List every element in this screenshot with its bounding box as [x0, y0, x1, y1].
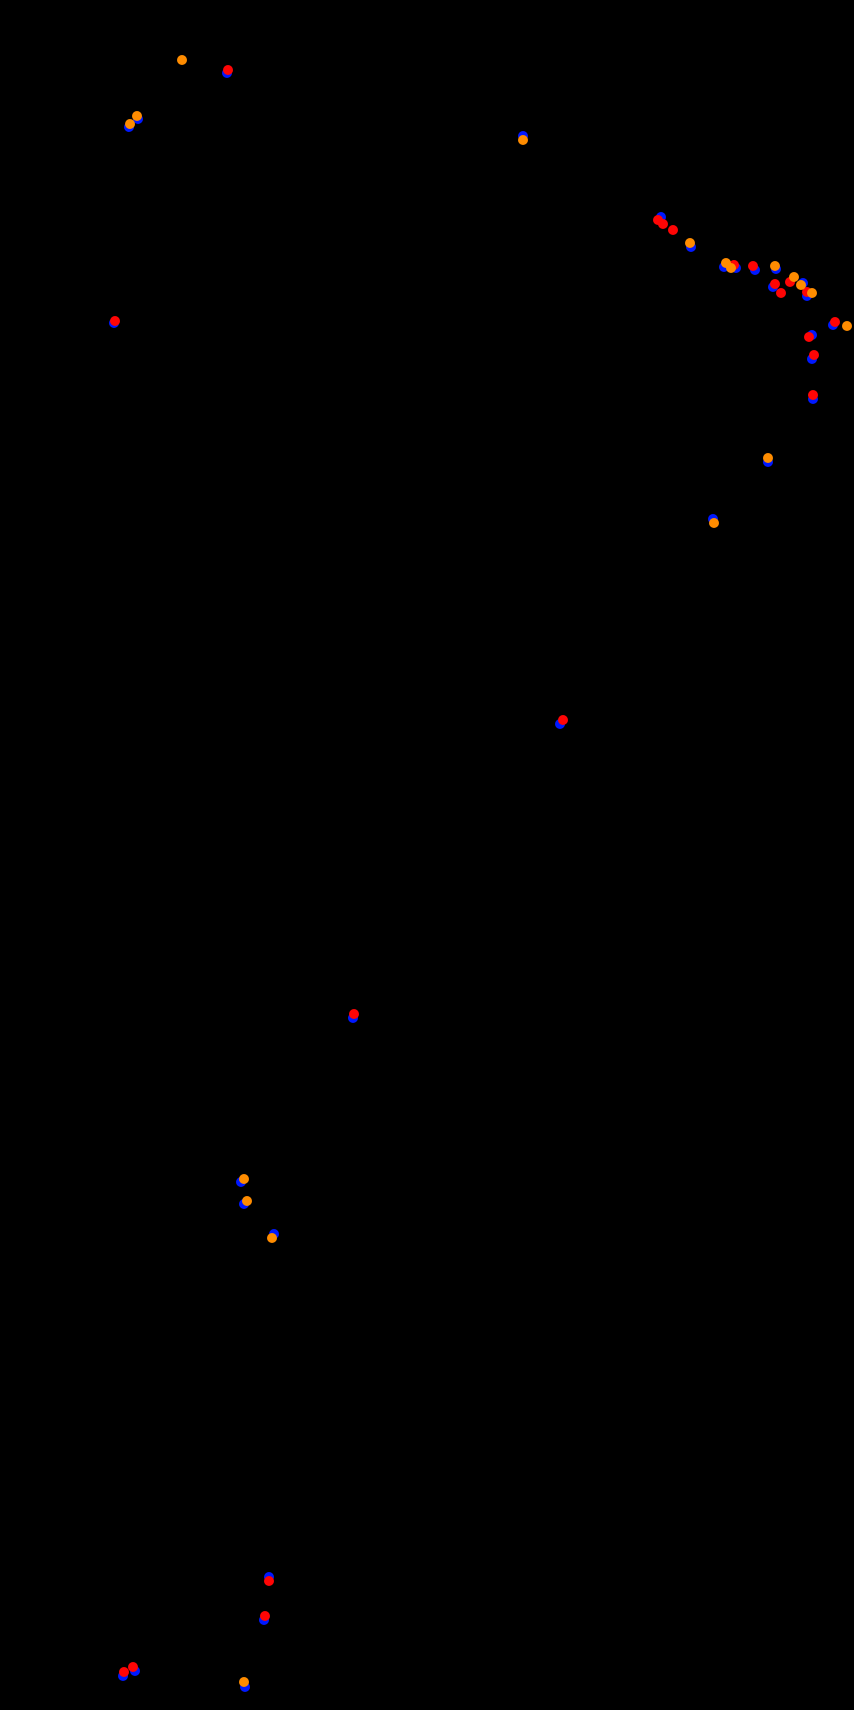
orange-scatter-point: [267, 1233, 277, 1243]
orange-scatter-point: [807, 288, 817, 298]
orange-scatter-point: [518, 135, 528, 145]
orange-scatter-point: [132, 111, 142, 121]
red-scatter-point: [668, 225, 678, 235]
red-scatter-point: [830, 317, 840, 327]
red-scatter-point: [770, 279, 780, 289]
red-scatter-point: [119, 1667, 129, 1677]
orange-scatter-point: [177, 55, 187, 65]
red-scatter-point: [808, 390, 818, 400]
orange-scatter-point: [726, 263, 736, 273]
orange-scatter-point: [242, 1196, 252, 1206]
red-scatter-point: [748, 261, 758, 271]
orange-scatter-point: [796, 280, 806, 290]
orange-scatter-point: [789, 272, 799, 282]
red-scatter-point: [349, 1009, 359, 1019]
orange-scatter-point: [842, 321, 852, 331]
red-scatter-point: [776, 288, 786, 298]
red-scatter-point: [558, 715, 568, 725]
red-scatter-point: [223, 65, 233, 75]
red-scatter-point: [110, 316, 120, 326]
blue-scatter-point: [240, 1682, 250, 1692]
orange-scatter-point: [770, 261, 780, 271]
orange-scatter-point: [763, 453, 773, 463]
orange-scatter-point: [125, 119, 135, 129]
orange-scatter-point: [239, 1677, 249, 1687]
red-scatter-point: [128, 1662, 138, 1672]
orange-scatter-point: [239, 1174, 249, 1184]
red-scatter-point: [658, 219, 668, 229]
orange-scatter-point: [721, 258, 731, 268]
red-scatter-point: [785, 277, 795, 287]
orange-scatter-point: [709, 518, 719, 528]
red-scatter-point: [804, 332, 814, 342]
orange-scatter-point: [685, 238, 695, 248]
red-scatter-point: [260, 1611, 270, 1621]
red-scatter-point: [264, 1576, 274, 1586]
red-scatter-point: [809, 350, 819, 360]
